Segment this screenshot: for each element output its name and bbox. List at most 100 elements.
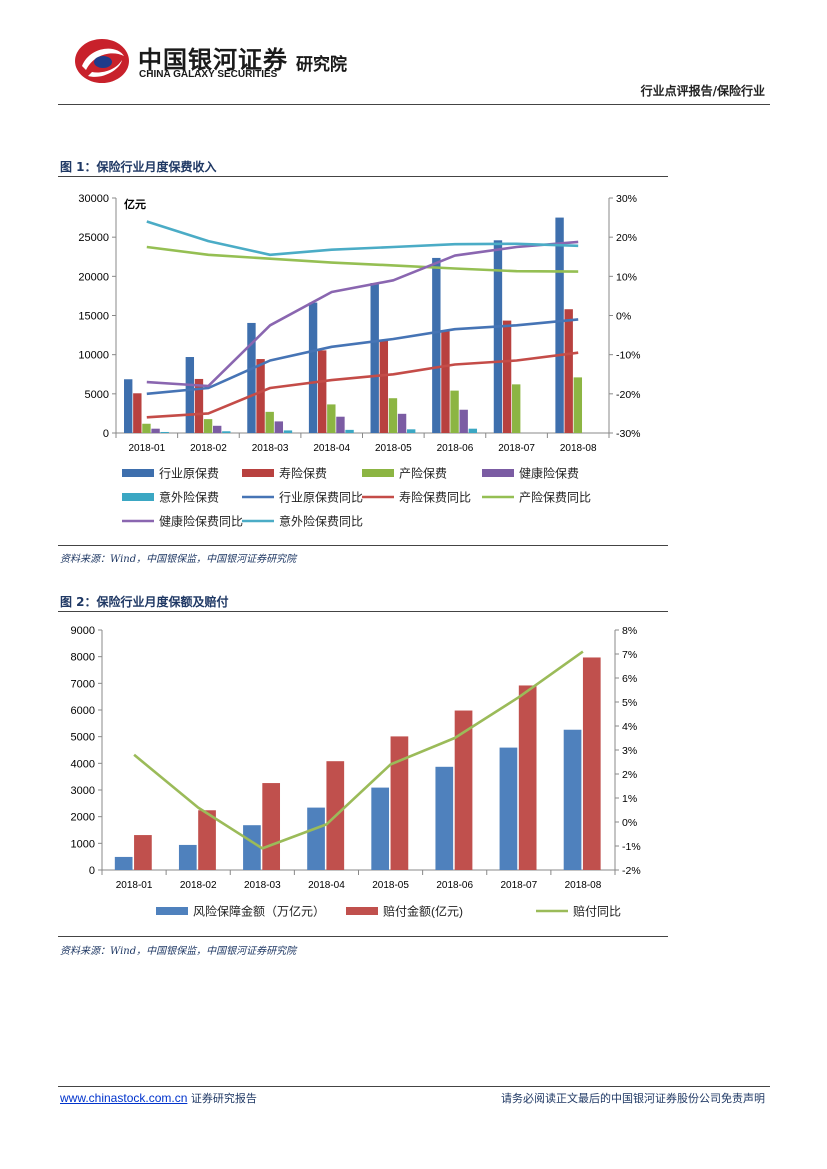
fig2-y2tick-label: 0% bbox=[622, 817, 637, 829]
fig1-bar bbox=[512, 384, 521, 433]
fig1-xtick-label: 2018-03 bbox=[252, 443, 289, 454]
fig1-bar bbox=[564, 309, 573, 433]
fig1-bar bbox=[151, 428, 160, 433]
fig1-y2tick-label: -10% bbox=[616, 350, 641, 362]
footer-divider bbox=[58, 1086, 770, 1087]
fig1-bar bbox=[468, 428, 478, 433]
fig2-bar bbox=[371, 787, 390, 870]
fig1-bar bbox=[345, 429, 354, 433]
fig1-bar bbox=[406, 429, 416, 433]
fig1-y2tick-label: 10% bbox=[616, 271, 637, 283]
fig2-xtick-label: 2018-03 bbox=[244, 880, 281, 891]
figure1-chart: 0 5000 10000 15000 20000 25000 30000 -30% -20% -1… bbox=[78, 193, 641, 529]
fig2-legend-label: 赔付同比 bbox=[573, 904, 621, 919]
fig1-bar bbox=[450, 390, 459, 433]
fig2-y2tick-label: 2% bbox=[622, 769, 637, 781]
fig1-bar bbox=[133, 393, 142, 433]
fig1-xtick-label: 2018-06 bbox=[437, 443, 474, 454]
fig1-legend-swatch bbox=[362, 469, 394, 477]
figure1-title: 图 1：保险行业月度保费收入 bbox=[60, 160, 217, 174]
fig1-y2tick-label: -30% bbox=[616, 428, 641, 440]
fig1-series-line bbox=[146, 240, 579, 388]
fig1-ytick-label: 15000 bbox=[78, 311, 109, 323]
footer-disclaimer: 请务必阅读正文最后的中国银河证券股份公司免责声明 bbox=[501, 1092, 765, 1105]
fig1-bar bbox=[336, 416, 345, 433]
fig1-xtick-label: 2018-01 bbox=[128, 443, 165, 454]
fig2-xtick-label: 2018-05 bbox=[372, 880, 409, 891]
fig1-legend-swatch bbox=[122, 469, 154, 477]
fig2-bar bbox=[582, 657, 601, 870]
fig1-legend-label: 寿险保费 bbox=[279, 466, 327, 481]
fig1-series-line bbox=[146, 351, 579, 419]
fig1-bar bbox=[379, 340, 389, 433]
fig1-bar bbox=[142, 423, 151, 433]
fig2-bar bbox=[499, 747, 518, 870]
fig2-y2tick-label: 1% bbox=[622, 793, 637, 805]
fig1-legend-swatch bbox=[122, 493, 154, 501]
fig1-ytick-label: 10000 bbox=[78, 350, 109, 362]
fig1-ytick-label: 20000 bbox=[78, 271, 109, 283]
galaxy-logo-icon bbox=[75, 39, 129, 83]
fig1-y2tick-label: 0% bbox=[616, 311, 631, 323]
fig2-bar bbox=[390, 736, 409, 870]
fig2-bar bbox=[134, 835, 152, 870]
fig1-xtick-label: 2018-02 bbox=[190, 443, 227, 454]
fig1-ytick-label: 25000 bbox=[78, 232, 109, 244]
fig2-xtick-label: 2018-06 bbox=[436, 880, 473, 891]
fig2-xtick-label: 2018-01 bbox=[116, 880, 153, 891]
fig2-legend-label: 赔付金额(亿元) bbox=[383, 904, 463, 919]
fig1-bar bbox=[308, 302, 318, 433]
fig1-xtick-label: 2018-05 bbox=[375, 443, 412, 454]
fig1-y2tick-label: 20% bbox=[616, 232, 637, 244]
fig2-bar bbox=[178, 844, 197, 870]
fig1-bar bbox=[555, 217, 564, 433]
fig2-y2tick-label: 3% bbox=[622, 745, 637, 757]
fig1-bar bbox=[397, 413, 407, 433]
fig1-legend-swatch bbox=[242, 469, 274, 477]
fig1-series-line bbox=[146, 318, 579, 396]
fig1-bar bbox=[203, 419, 213, 433]
fig1-ytick-label: 0 bbox=[103, 428, 109, 440]
fig1-bar bbox=[388, 398, 398, 433]
fig2-y2tick-label: -2% bbox=[622, 865, 641, 877]
fig2-bar bbox=[435, 766, 454, 870]
fig1-bar bbox=[124, 379, 133, 433]
fig1-xtick-label: 2018-07 bbox=[498, 443, 535, 454]
fig2-legend-swatch bbox=[346, 907, 378, 915]
fig2-ytick-label: 8000 bbox=[71, 652, 95, 664]
fig1-bar bbox=[432, 257, 441, 433]
fig1-y2tick-label: 30% bbox=[616, 193, 637, 205]
fig1-legend-label: 健康险保费同比 bbox=[159, 514, 243, 529]
fig1-bar bbox=[185, 357, 195, 433]
footer-label: 证券研究报告 bbox=[187, 1092, 257, 1105]
fig2-legend-label: 风险保障金额（万亿元） bbox=[193, 904, 325, 919]
figure1-source: 资料来源：Wind，中国银保监，中国银河证券研究院 bbox=[60, 554, 297, 565]
fig1-bar bbox=[283, 430, 293, 433]
fig2-y2tick-label: 8% bbox=[622, 625, 637, 637]
fig1-legend-label: 寿险保费同比 bbox=[399, 490, 471, 505]
fig2-y2tick-label: -1% bbox=[622, 841, 641, 853]
fig2-ytick-label: 1000 bbox=[71, 838, 95, 850]
fig2-ytick-label: 6000 bbox=[71, 705, 95, 717]
fig1-bar bbox=[318, 350, 327, 433]
website-link[interactable]: www.chinastock.com.cn bbox=[60, 1091, 188, 1105]
fig1-bar bbox=[573, 377, 583, 433]
fig1-bar bbox=[160, 431, 169, 433]
fig1-bar bbox=[265, 411, 274, 433]
fig1-legend-label: 健康险保费 bbox=[519, 466, 579, 481]
fig2-ytick-label: 9000 bbox=[71, 625, 95, 637]
fig1-y2tick-label: -20% bbox=[616, 389, 641, 401]
fig1-xtick-label: 2018-04 bbox=[313, 443, 350, 454]
fig2-ytick-label: 2000 bbox=[71, 812, 95, 824]
fig2-legend-swatch bbox=[156, 907, 188, 915]
fig1-bar bbox=[194, 378, 204, 433]
fig2-y2tick-label: 5% bbox=[622, 697, 637, 709]
figure2-title: 图 2：保险行业月度保额及赔付 bbox=[60, 595, 229, 609]
fig1-unit-label: 亿元 bbox=[124, 197, 146, 211]
institute-name: 研究院 bbox=[296, 55, 347, 75]
fig2-bar bbox=[262, 783, 281, 870]
fig2-ytick-label: 0 bbox=[89, 865, 95, 877]
figure2-source: 资料来源：Wind，中国银保监，中国银河证券研究院 bbox=[60, 946, 297, 957]
fig1-bar bbox=[370, 282, 379, 433]
fig2-y2tick-label: 7% bbox=[622, 649, 637, 661]
